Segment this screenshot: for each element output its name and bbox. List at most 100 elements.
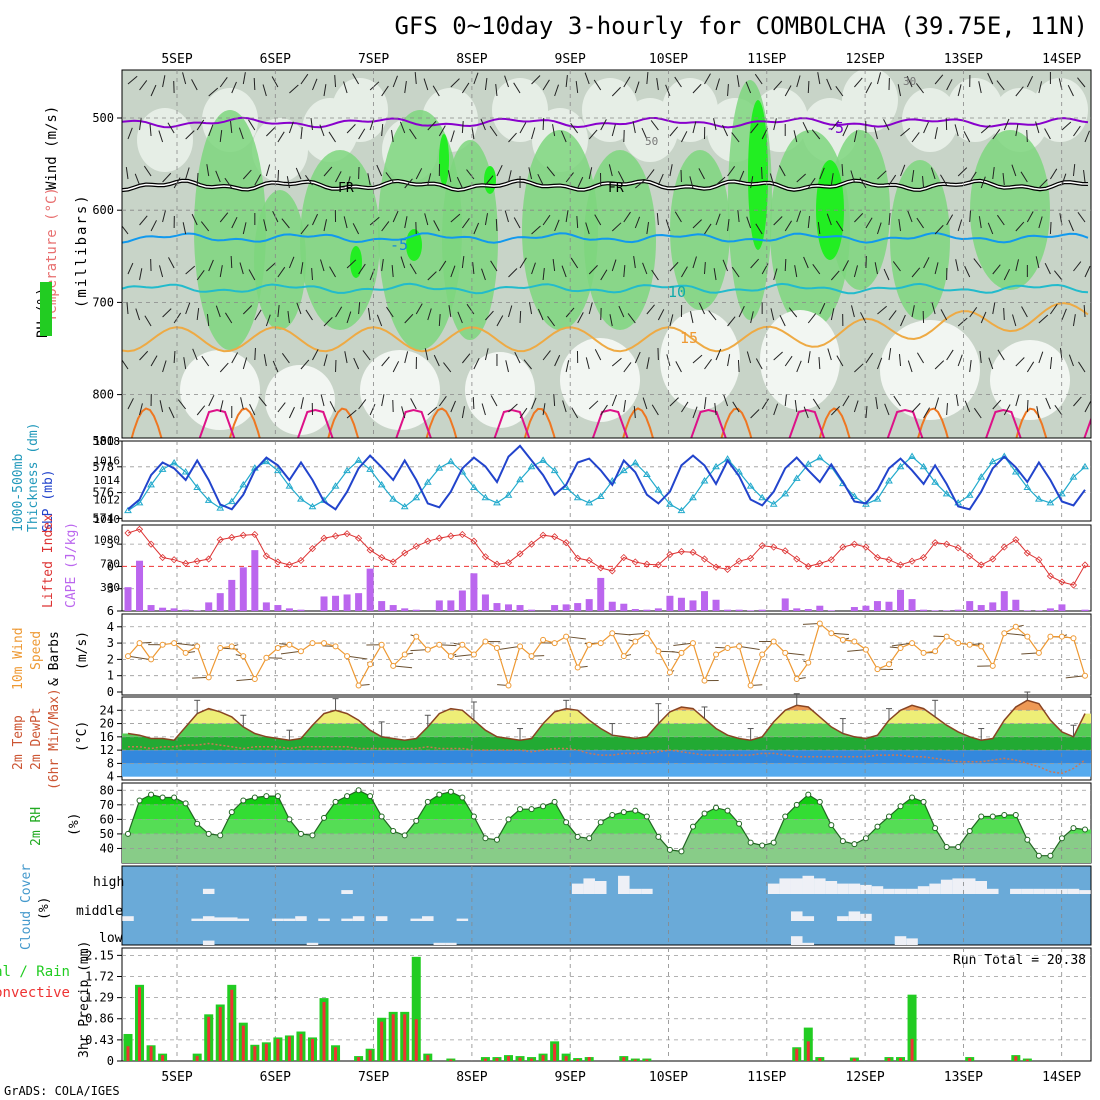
wind-barb (277, 266, 286, 278)
cape-bar (885, 601, 893, 611)
cloud-cell (306, 942, 319, 945)
wind-barb (794, 265, 798, 278)
wind-speed-marker (182, 649, 189, 656)
precip-conv-bar (530, 1058, 534, 1061)
precip-conv-bar (264, 1043, 268, 1061)
wind-barb (898, 219, 902, 232)
wind-barb (519, 122, 527, 134)
wind-barb (674, 76, 682, 88)
wind-barb (957, 354, 963, 367)
wind-barb (915, 83, 924, 94)
wind-barb (1035, 256, 1040, 269)
date-label-bottom: 6SEP (260, 1070, 291, 1085)
wind-barb (1061, 173, 1067, 186)
rh-marker (885, 813, 892, 820)
wind-barb (1050, 303, 1058, 315)
wind-barb (1073, 396, 1082, 407)
wind-barb (969, 306, 978, 318)
cape-bar (551, 605, 559, 611)
wind-barb (588, 400, 599, 410)
rh-marker (540, 803, 547, 810)
wind-barb (448, 305, 452, 318)
wind-barb (277, 305, 280, 318)
wind-barb (1038, 179, 1048, 189)
wind-barb (1026, 75, 1034, 88)
wind-barb (381, 394, 385, 407)
rh-marker (228, 809, 235, 816)
rh-line (127, 789, 1086, 857)
wind-speed-marker (678, 649, 685, 656)
wind-barb (1038, 216, 1043, 229)
li-marker (1035, 556, 1043, 564)
li-marker (1069, 581, 1078, 589)
precip-conv-bar (161, 1055, 165, 1061)
wind-barb (206, 164, 210, 177)
wind-barb (542, 403, 546, 416)
upper-label-wind: Wind (m/s) (44, 106, 60, 190)
rh-marker (424, 798, 431, 805)
dewpoint-line (128, 742, 1086, 775)
precip-conv-bar (910, 1038, 914, 1061)
cloud-cell (433, 942, 446, 945)
wind-barb (916, 352, 925, 364)
wind-barb (263, 354, 267, 367)
wind-label-1: 10m Wind (11, 627, 26, 690)
slp-tick-label: 1018 (94, 435, 121, 448)
rh-unit: (%) (67, 813, 82, 836)
wind-barb (803, 406, 809, 419)
wind-barb (1026, 211, 1034, 223)
cloud-cell (848, 883, 861, 894)
wind-barb (773, 216, 783, 226)
rh-marker (643, 813, 650, 820)
axis-tick-label: 2.15 (85, 948, 114, 962)
cape-bar (389, 605, 397, 611)
wind-barb (1011, 164, 1017, 177)
wind-barb (755, 223, 763, 235)
li-marker (747, 554, 755, 562)
wind-barb (723, 394, 729, 407)
wind-barb-10m (174, 642, 194, 646)
contour-minus5 (122, 116, 1089, 129)
wind-barb (992, 399, 1002, 410)
axis-tick-label: 1.29 (85, 991, 114, 1005)
wind-barb (296, 302, 302, 315)
rh-marker (736, 820, 743, 827)
thickness-marker (135, 498, 144, 506)
cloud-cell (952, 878, 964, 894)
date-label-top: 12SEP (846, 52, 885, 67)
wind-speed-marker (655, 648, 662, 655)
wind-barb (424, 348, 429, 361)
wind-barb (328, 131, 336, 143)
cloud-cell (202, 916, 215, 921)
li-marker (585, 556, 593, 565)
cloud-cell (202, 940, 215, 945)
li-marker (758, 542, 766, 550)
axis-tick-label: 40 (100, 841, 114, 855)
wind-speed-marker (390, 662, 397, 669)
wind-barb (893, 395, 901, 407)
rh-shading (122, 70, 1091, 438)
cape-bar (332, 595, 340, 611)
wind-barb (480, 118, 486, 131)
wind-barb (381, 221, 390, 232)
rh-marker (747, 839, 754, 846)
contour-25 (198, 408, 236, 438)
rh-marker (355, 787, 362, 794)
wind-barb (386, 306, 394, 318)
wind-barb (196, 308, 200, 321)
wind-barb (992, 302, 996, 315)
thickness-marker (873, 495, 882, 502)
date-label-bottom: 13SEP (944, 1070, 983, 1085)
thickness-marker (746, 482, 755, 489)
cloud-cell (860, 913, 872, 921)
li-marker (712, 563, 720, 571)
wind-barb (219, 212, 229, 223)
wind-barb (773, 268, 778, 281)
cape-bar (943, 610, 951, 611)
wind-speed-marker (217, 644, 224, 651)
wind-barb (553, 393, 556, 407)
wind-barb (888, 174, 897, 186)
slp-tick-label: 1010 (94, 513, 121, 526)
wind-barb (1038, 351, 1044, 364)
li-marker (251, 530, 259, 539)
